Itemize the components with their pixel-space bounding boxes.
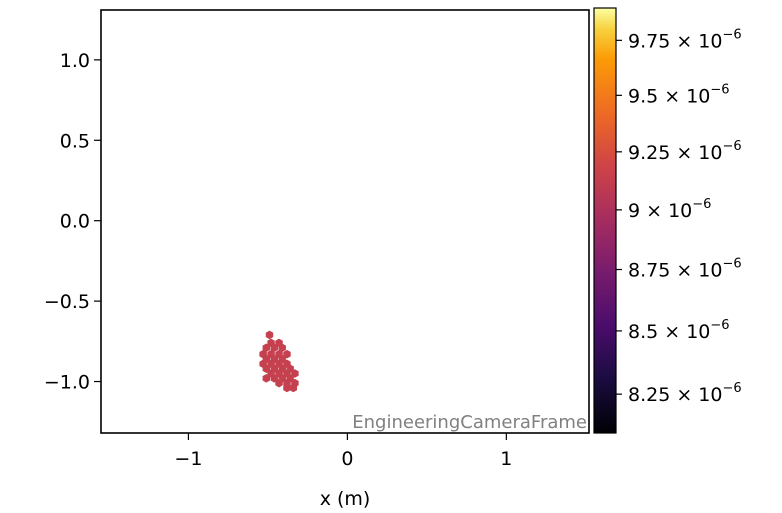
x-tick-label: 0 <box>341 448 353 470</box>
x-tick-label: 1 <box>500 448 512 470</box>
colorbar <box>593 7 617 434</box>
x-axis-ticks: −1 0 1 <box>174 433 512 470</box>
colorbar-tick-label: 8.75 × 10−6 <box>628 257 742 282</box>
y-tick-label: −1.0 <box>44 372 90 394</box>
data-point-26 <box>270 374 278 383</box>
y-axis-ticks: 1.0 0.5 0.0 −0.5 −1.0 <box>44 50 101 394</box>
data-point-5 <box>278 343 286 353</box>
colorbar-tick-label: 9 × 10−6 <box>628 197 711 222</box>
x-tick-label: −1 <box>174 448 202 470</box>
colorbar-tick-label: 9.75 × 10−6 <box>628 27 742 52</box>
x-axis-label: x (m) <box>320 488 371 510</box>
colorbar-tick-label: 8.25 × 10−6 <box>628 381 742 406</box>
plot-frame <box>100 9 590 434</box>
y-tick-label: 1.0 <box>60 50 90 72</box>
data-point-4 <box>270 343 278 353</box>
colorbar-ticks: 9.75 × 10−6 9.5 × 10−6 9.25 × 10−6 9 × 10−6… <box>616 27 742 406</box>
y-tick-label: 0.5 <box>60 130 90 152</box>
data-point-3 <box>262 343 271 353</box>
data-point-25 <box>262 374 271 383</box>
data-point-32 <box>283 383 291 393</box>
plot-area <box>101 10 589 433</box>
data-point-24 <box>291 369 299 378</box>
colorbar-tick-label: 9.5 × 10−6 <box>628 82 730 107</box>
y-tick-label: 0.0 <box>60 211 90 233</box>
data-point-0 <box>265 330 274 340</box>
data-point-29 <box>275 378 283 388</box>
frame-label: EngineeringCameraFrame <box>352 412 587 433</box>
data-point-9 <box>283 349 291 359</box>
y-tick-label: −0.5 <box>44 291 90 313</box>
colorbar-tick-label: 8.5 × 10−6 <box>628 318 730 343</box>
data-point-17 <box>262 364 271 373</box>
data-points <box>259 330 299 393</box>
colorbar-tick-label: 9.25 × 10−6 <box>628 139 742 164</box>
data-point-33 <box>289 383 298 393</box>
